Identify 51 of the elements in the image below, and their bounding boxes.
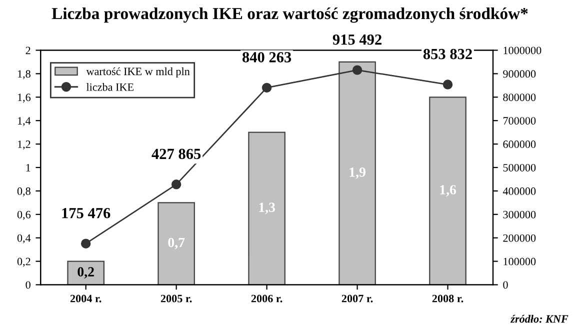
- bar: [158, 202, 195, 285]
- y2-tick-label: 600000: [503, 140, 536, 148]
- bar: [248, 132, 286, 285]
- x-tick-label: 2007 r.: [342, 294, 373, 302]
- legend-label: wartość IKE w mld pln: [86, 67, 190, 78]
- bar: [338, 61, 376, 285]
- point: [262, 82, 272, 93]
- x-tick-label: 2004 r.: [70, 294, 102, 302]
- y2-tick-label: 500000: [503, 164, 536, 172]
- y2-tick-label: 300000: [503, 210, 536, 218]
- y-tick-label: 1,8: [18, 70, 30, 80]
- y-tick-label: 1,4: [18, 117, 31, 126]
- y2-tick-label: 200000: [503, 234, 536, 242]
- y-tick-label: 0,2: [17, 258, 30, 267]
- y-tick-label: 1: [26, 164, 30, 172]
- legend-label: liczba IKE: [86, 83, 134, 91]
- y-tick-label: 1,2: [18, 140, 30, 150]
- bar: [429, 96, 466, 285]
- y2-tick-label: 100000: [504, 258, 536, 266]
- y-tick-label: 0,8: [17, 187, 30, 197]
- data-label: 915 492: [332, 34, 382, 45]
- y2-tick-label: 400000: [502, 187, 536, 195]
- y-tick-label: 2: [26, 46, 30, 54]
- y2-tick-label: 0: [503, 281, 508, 289]
- data-label: 175 476: [62, 208, 110, 218]
- point: [171, 180, 182, 190]
- point: [80, 238, 91, 248]
- x-tick-label: 2005 r.: [160, 294, 192, 302]
- y-tick-label: 0,6: [17, 210, 31, 220]
- y-tick-label: 0: [26, 281, 30, 289]
- y2-tick-label: 800000: [503, 94, 536, 102]
- data-label: 427 865: [152, 148, 201, 160]
- text: źródło: KNF: [510, 314, 568, 323]
- data-label: 1,3: [259, 202, 276, 214]
- x-tick-label: 2008 r.: [432, 294, 464, 302]
- chart-title: Liczba prowadzonych IKE oraz wartość zgromadzonych środków*: [52, 7, 528, 23]
- bar: [67, 260, 104, 285]
- data-label: 0,2: [78, 267, 94, 279]
- point: [442, 80, 453, 90]
- data-label: 0,7: [168, 238, 185, 250]
- y2-tick-label: 700000: [503, 117, 536, 125]
- y2-tick-label: 900000: [503, 70, 536, 78]
- y2-tick-label: 1000000: [504, 46, 542, 54]
- y-tick-label: 1,6: [18, 94, 31, 103]
- data-label: 1,9: [350, 168, 366, 179]
- y-tick-label: 0,4: [17, 234, 31, 244]
- x-tick-label: 2006 r.: [251, 294, 282, 302]
- data-label: 1,6: [440, 185, 456, 196]
- data-label: 840 263: [242, 52, 292, 62]
- point: [352, 65, 362, 75]
- data-label: 853 832: [423, 48, 472, 60]
